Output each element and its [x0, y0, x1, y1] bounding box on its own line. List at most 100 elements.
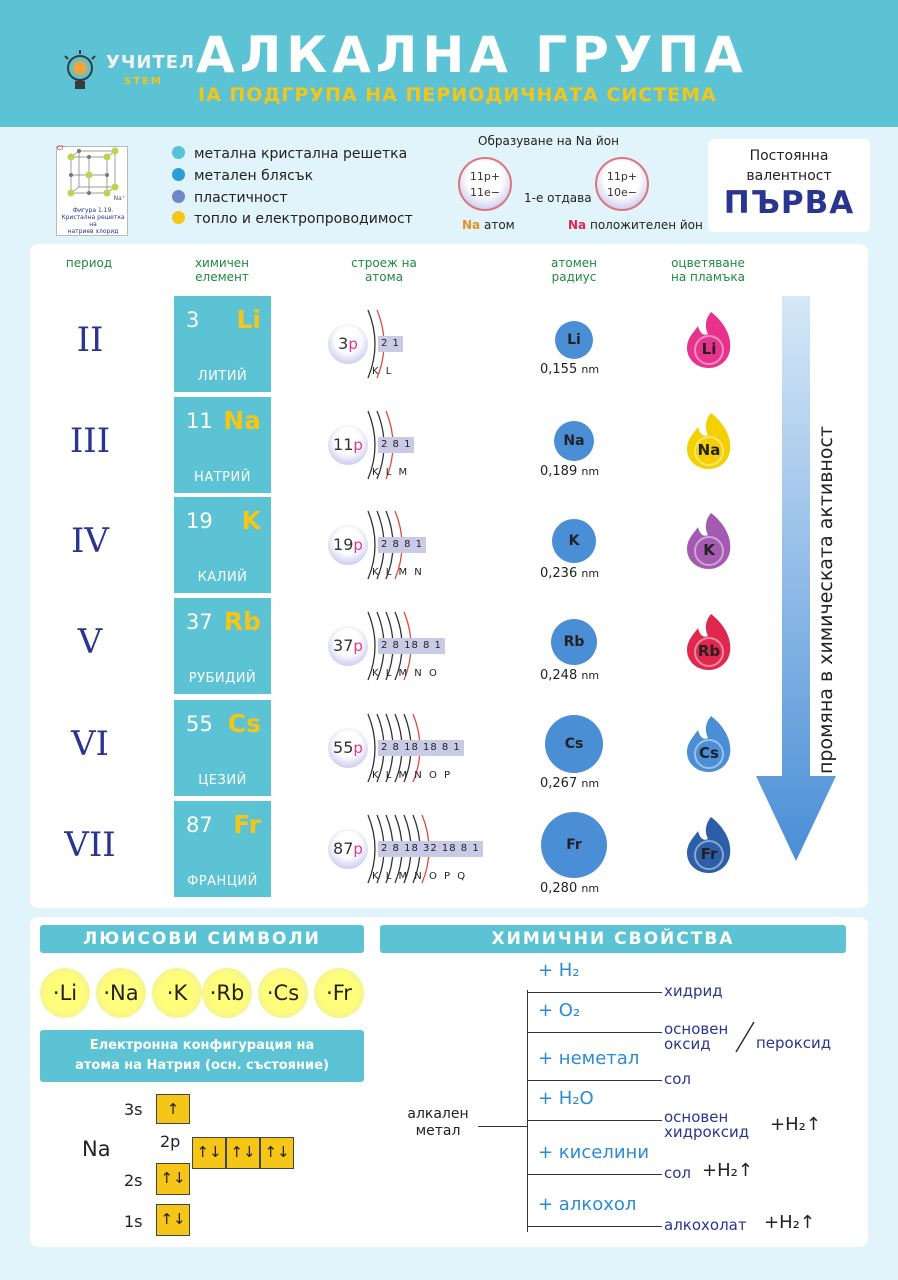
- flame-element-symbol: Cs: [699, 744, 719, 762]
- flame-element-symbol: Fr: [700, 845, 718, 863]
- product-label: сол: [664, 1164, 692, 1182]
- atomic-radius-value: 0,155 nm: [540, 362, 600, 377]
- flame-icon: [687, 513, 731, 569]
- column-header-flame: оцветяване на пламъка: [670, 256, 745, 284]
- legend-label: пластичност: [194, 190, 288, 206]
- ion-word: положителен йон: [589, 218, 703, 232]
- electron-shell-counts: 2 8 18 8 1: [378, 638, 445, 654]
- electron-shell-counts: 2 8 8 1: [378, 537, 426, 553]
- element-card: 37 Rb РУБИДИЙ: [174, 598, 271, 694]
- product-label: основен оксид: [664, 1020, 729, 1053]
- orbital-2p: ↑↓: [192, 1137, 226, 1169]
- element-name: ЦЕЗИЙ: [198, 773, 247, 788]
- tree-branch: [528, 992, 662, 993]
- element-name: РУБИДИЙ: [188, 671, 257, 686]
- page-subtitle: IA ПОДГРУПА НА ПЕРИОДИЧНАТА СИСТЕМА: [198, 84, 717, 106]
- legend-dot-icon: [172, 211, 185, 224]
- ion-protons: 11p+: [606, 170, 638, 183]
- valence-label: Постоянна: [749, 148, 829, 164]
- orbital-2p: ↑↓: [226, 1137, 260, 1169]
- electron-shell-counts: 2 8 18 32 18 8 1: [378, 841, 483, 857]
- tree-branch: [528, 1080, 662, 1081]
- element-symbol: Rb: [223, 607, 261, 636]
- period-label: VI: [71, 724, 109, 764]
- lightbulb-brain-icon: [64, 50, 96, 89]
- crystal-lattice-icon: [67, 147, 119, 197]
- flame-icon: [687, 614, 731, 670]
- element-symbol: Fr: [233, 810, 261, 839]
- shell-labels: K L M N O: [372, 668, 439, 679]
- flame-icon: [687, 817, 731, 873]
- column-header-structure: строеж на атома: [351, 256, 417, 284]
- flame-icon: [687, 312, 731, 368]
- atom-nucleus: 11p: [328, 425, 368, 465]
- atom-nucleus: 37p: [328, 626, 368, 666]
- legend-item: метална кристална решетка: [172, 146, 407, 162]
- column-header-radius: атомен радиус: [551, 256, 597, 284]
- lewis-symbol: ·Rb: [202, 968, 252, 1018]
- orbital-1s: ↑↓: [156, 1204, 190, 1236]
- atomic-radius-value: 0,267 nm: [540, 776, 600, 791]
- product-label: алкохолат: [664, 1216, 747, 1234]
- shell-labels: K L M N O P Q: [372, 871, 468, 882]
- atomic-number: 19: [186, 509, 213, 533]
- element-symbol: K: [241, 506, 261, 535]
- atom-nucleus: 87p: [328, 829, 368, 869]
- period-label: VII: [64, 825, 116, 865]
- activity-arrow-icon: [756, 296, 836, 861]
- crystal-na-label: Na⁺: [113, 195, 125, 202]
- tree-branch: [528, 1032, 662, 1033]
- element-name: КАЛИЙ: [197, 570, 248, 585]
- valence-label: валентност: [746, 168, 832, 184]
- config-banner: Електронна конфигурация на атома на Натр…: [40, 1030, 364, 1082]
- header-banner: [0, 0, 898, 127]
- element-name: ЛИТИЙ: [197, 369, 248, 384]
- period-label: III: [69, 421, 111, 461]
- atomic-radius-circle: Cs: [545, 715, 603, 773]
- atomic-radius-circle: K: [552, 519, 596, 563]
- crystal-cl-label: Cl⁻: [57, 145, 67, 152]
- atom-nucleus: 3p: [328, 324, 368, 364]
- config-element: Na: [82, 1137, 111, 1161]
- column-header-element: химичен елемент: [194, 256, 250, 284]
- atomic-radius-circle: Fr: [541, 812, 607, 878]
- electron-shell-counts: 2 1: [378, 336, 403, 352]
- electron-shell-counts: 2 8 18 18 8 1: [378, 740, 464, 756]
- atomic-number: 87: [186, 813, 213, 837]
- tree-branch: [478, 1126, 528, 1127]
- reagent-label: + неметал: [538, 1048, 640, 1069]
- column-header-period: период: [65, 256, 113, 270]
- element-symbol: Cs: [227, 709, 261, 738]
- atomic-radius-circle: Rb: [551, 619, 597, 665]
- atom-word: атом: [483, 218, 515, 232]
- reagent-label: + O₂: [538, 1000, 581, 1021]
- orbital-label-3s: 3s: [124, 1100, 143, 1119]
- crystal-lattice-card: Фигура 1.19. Кристална решетка на натрие…: [56, 145, 128, 236]
- page-title: АЛКАЛНА ГРУПА: [196, 26, 748, 84]
- ion-electrons: 10e−: [607, 186, 637, 199]
- atom-protons: 11p+: [469, 170, 501, 183]
- legend-label: метална кристална решетка: [194, 146, 408, 162]
- ion-transfer-label: 1-е отдава: [524, 191, 592, 205]
- orbital-label-2s: 2s: [124, 1171, 143, 1190]
- atomic-radius-circle: Li: [555, 321, 593, 359]
- valence-box: Постоянна валентност ПЪРВА: [708, 139, 870, 232]
- orbital-label-2p: 2p: [160, 1132, 181, 1151]
- bottom-panel: [30, 917, 868, 1247]
- atomic-number: 37: [186, 610, 213, 634]
- element-card: 55 Cs ЦЕЗИЙ: [174, 700, 271, 796]
- crystal-caption: Фигура 1.19.: [72, 207, 114, 214]
- atomic-number: 11: [186, 409, 213, 433]
- tree-branch: [528, 1120, 662, 1121]
- reagent-label: + алкохол: [538, 1194, 637, 1215]
- logo-subtext: STEM: [124, 76, 163, 87]
- extra-product-label: пероксид: [756, 1034, 832, 1052]
- hydrogen-gas-label: +H₂↑: [702, 1160, 753, 1181]
- element-card: 3 Li ЛИТИЙ: [174, 296, 271, 392]
- ion-caption: Na положителен йон: [568, 218, 703, 232]
- electron-shell-counts: 2 8 1: [378, 437, 415, 453]
- atom-symbol: Na: [462, 218, 481, 232]
- reagent-label: + H₂: [538, 960, 580, 981]
- element-card: 87 Fr ФРАНЦИЙ: [174, 801, 271, 897]
- flame-element-symbol: Na: [697, 441, 721, 459]
